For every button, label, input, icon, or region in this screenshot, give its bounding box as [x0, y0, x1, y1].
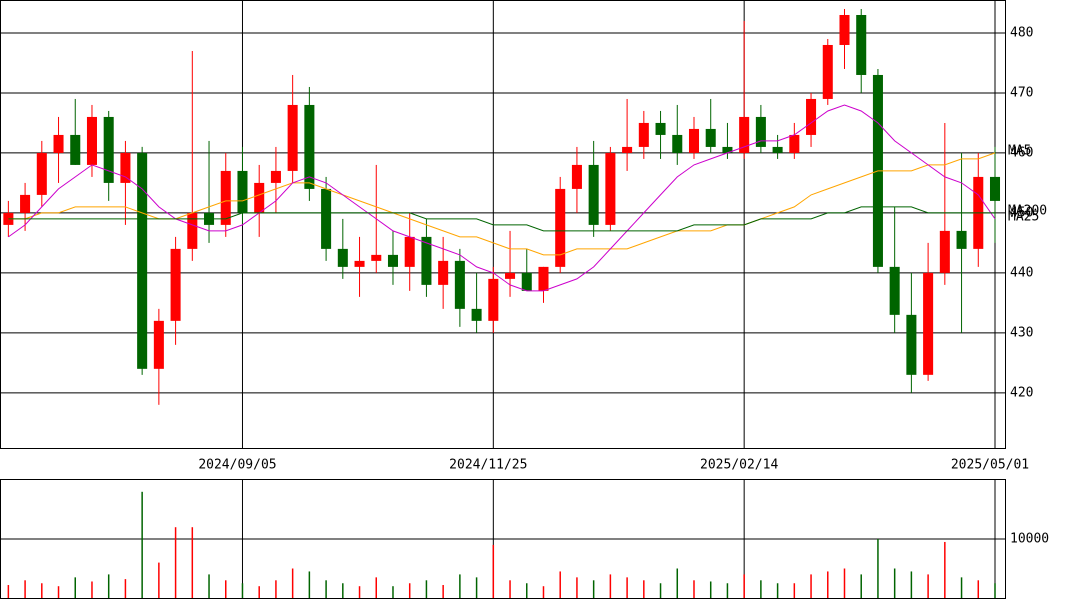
y-tick-label: 460: [1010, 145, 1033, 160]
candle-body: [705, 128, 716, 147]
y-tick-label: 430: [1010, 325, 1033, 340]
price-frame: [0, 0, 1006, 449]
candle-body: [638, 122, 649, 147]
y-tick-label: 470: [1010, 85, 1033, 100]
x-tick-label: 2025/02/14: [700, 458, 778, 473]
candle-body: [789, 134, 800, 153]
candle-body: [622, 146, 633, 153]
x-tick-label: 2025/05/01: [951, 458, 1029, 473]
candle-body: [989, 176, 1001, 201]
candle-body: [488, 278, 499, 321]
candle-body: [337, 248, 348, 267]
candle-body: [956, 230, 967, 249]
candle-body: [254, 182, 265, 213]
candle-body: [521, 272, 532, 291]
ma-line: [8, 206, 995, 232]
y-tick-label: 10000: [1010, 532, 1049, 547]
candle-body: [304, 104, 315, 189]
candle-body: [655, 122, 666, 135]
candle-body: [806, 98, 817, 135]
candle-body: [321, 188, 332, 249]
candle-body: [371, 254, 382, 261]
candle-body: [287, 104, 298, 171]
candle-body: [454, 260, 465, 309]
candle-body: [354, 260, 365, 267]
candle-body: [3, 212, 14, 225]
candle-body: [688, 128, 700, 153]
candle-body: [471, 308, 482, 321]
candle-body: [153, 320, 164, 369]
candle-body: [755, 116, 766, 147]
candle-body: [404, 236, 415, 267]
candle-body: [856, 14, 867, 75]
candle-body: [739, 116, 750, 153]
ma-label: MA200: [1008, 203, 1047, 218]
candle-body: [86, 116, 97, 165]
y-tick-label: 420: [1010, 385, 1033, 400]
candle-body: [387, 254, 398, 267]
candle-body: [939, 230, 950, 273]
ma-label: MA5: [1008, 143, 1031, 158]
candle-body: [822, 44, 833, 99]
ma-line: [8, 104, 996, 292]
candle-body: [588, 164, 599, 225]
candle-body: [505, 272, 516, 279]
y-tick-label: 440: [1010, 265, 1033, 280]
candle-body: [220, 170, 231, 225]
candle-body: [722, 146, 733, 153]
candle-body: [36, 152, 47, 195]
candle-body: [906, 314, 917, 375]
candle-body: [772, 146, 783, 153]
x-tick-label: 2024/11/25: [449, 458, 527, 473]
candle-body: [889, 266, 900, 315]
candle-body: [187, 212, 198, 249]
candle-body: [103, 116, 114, 183]
candle-body: [421, 236, 432, 285]
ma-label: MA25: [1008, 209, 1039, 224]
candle-body: [237, 170, 248, 213]
y-tick-label: 480: [1010, 25, 1033, 40]
candle-body: [53, 134, 64, 153]
y-tick-label: 450: [1010, 205, 1033, 220]
candle-body: [120, 152, 131, 183]
candle-body: [270, 170, 281, 183]
candle-body: [555, 188, 566, 267]
candle-body: [70, 134, 81, 165]
candle-body: [538, 266, 549, 291]
x-tick-label: 2024/09/05: [198, 458, 276, 473]
candle-body: [20, 194, 31, 213]
candle-body: [438, 260, 449, 285]
candle-body: [839, 14, 850, 45]
candle-body: [571, 164, 582, 189]
candle-body: [923, 272, 934, 375]
candle-body: [672, 134, 683, 153]
candle-body: [605, 152, 616, 225]
candle-body: [137, 152, 148, 369]
candle-body: [170, 248, 181, 321]
